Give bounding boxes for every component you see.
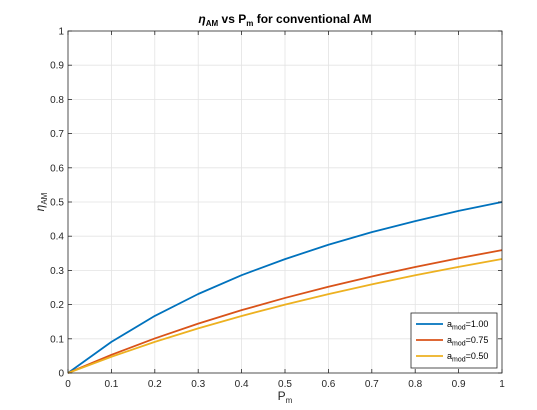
y-tick-label: 1 bbox=[58, 27, 64, 38]
x-tick-label: 0.6 bbox=[321, 379, 335, 390]
y-tick-label: 0.5 bbox=[50, 198, 64, 209]
y-tick-label: 0.3 bbox=[50, 266, 64, 277]
legend-entry-2: amod=0.75 bbox=[447, 335, 488, 348]
y-tick-label: 0.4 bbox=[50, 232, 64, 243]
y-axis-label: ηAM bbox=[33, 192, 49, 211]
y-tick-label: 0.9 bbox=[50, 61, 64, 72]
series-line-2 bbox=[67, 249, 503, 374]
legend-entry-1: amod=1.00 bbox=[447, 319, 488, 332]
x-axis-label: Pm bbox=[278, 389, 293, 405]
y-tick-label: 0.6 bbox=[50, 163, 64, 174]
legend-entry-3: amod=0.50 bbox=[447, 351, 488, 364]
x-tick-label: 0.9 bbox=[452, 379, 466, 390]
x-tick-label: 0.1 bbox=[104, 379, 118, 390]
title-eta-sub: AM bbox=[206, 19, 219, 28]
title-eta: η bbox=[198, 12, 205, 26]
y-tick-label: 0.1 bbox=[50, 334, 64, 345]
x-tick-label: 0.3 bbox=[191, 379, 205, 390]
x-tick-label: 0.5 bbox=[278, 379, 292, 390]
y-tick-label: 0.2 bbox=[50, 300, 64, 311]
y-tick-label: 0.8 bbox=[50, 95, 64, 106]
chart-title: ηAM vs Pm for conventional AM bbox=[198, 12, 371, 28]
y-tick-label: 0 bbox=[58, 369, 64, 380]
y-axis-label-sub: AM bbox=[40, 192, 49, 204]
x-tick-label: 0 bbox=[65, 379, 71, 390]
x-tick-label: 0.7 bbox=[365, 379, 379, 390]
y-axis-label-main: η bbox=[33, 204, 47, 211]
series-line-1 bbox=[67, 201, 503, 374]
x-tick-label: 0.2 bbox=[148, 379, 162, 390]
legend: amod=1.00 amod=0.75 amod=0.50 bbox=[410, 312, 498, 369]
series-line-3 bbox=[67, 258, 503, 374]
title-rest: for conventional AM bbox=[253, 12, 371, 26]
x-tick-label: 0.8 bbox=[408, 379, 422, 390]
x-tick-label: 0.4 bbox=[235, 379, 249, 390]
series-layer bbox=[67, 201, 503, 374]
y-tick-label: 0.7 bbox=[50, 129, 64, 140]
title-pm-sub: m bbox=[246, 19, 253, 28]
x-axis-label-main: P bbox=[278, 389, 286, 403]
ticks: 0 0.1 0.2 0.3 0.4 0.5 0.6 0.7 0.8 0.9 1 0 0.1 0.2 0.3 0… bbox=[50, 27, 505, 391]
x-axis-label-sub: m bbox=[286, 396, 293, 405]
x-tick-label: 1 bbox=[499, 379, 505, 390]
title-mid: vs P bbox=[218, 12, 246, 26]
